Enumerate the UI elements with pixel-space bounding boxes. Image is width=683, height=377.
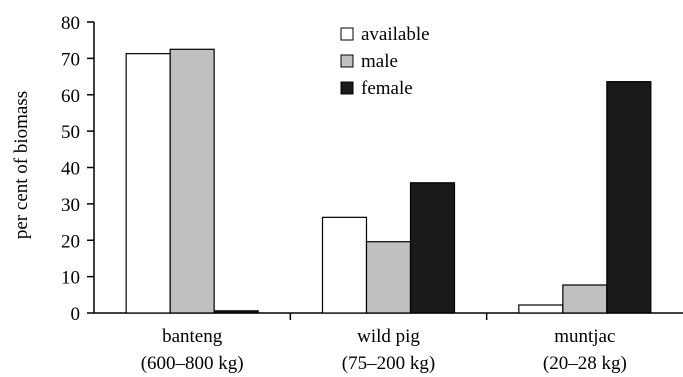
legend-swatch-available: [340, 27, 354, 41]
y-tick-label-10: 10: [61, 268, 80, 289]
x-sublabel-wild-pig: (75–200 kg): [342, 353, 435, 374]
bar-female-muntjac: [606, 81, 652, 314]
y-tick-label-20: 20: [61, 231, 80, 252]
bar-available-muntjac: [518, 304, 564, 314]
y-tick-label-30: 30: [61, 195, 80, 216]
bar-male-wild-pig: [365, 241, 412, 314]
bar-male-banteng: [169, 48, 215, 314]
y-tick-label-60: 60: [61, 86, 80, 107]
x-label-muntjac: muntjac: [554, 326, 615, 347]
bar-female-banteng: [213, 310, 259, 314]
y-tick-label-40: 40: [61, 159, 80, 180]
y-tick-label-80: 80: [61, 13, 80, 34]
x-label-wild-pig: wild pig: [357, 326, 420, 347]
bar-female-wild-pig: [409, 182, 456, 314]
bar-available-wild-pig: [321, 216, 368, 314]
y-tick-label-70: 70: [61, 49, 80, 70]
legend-label-male: male: [361, 51, 398, 72]
bar-available-banteng: [125, 53, 171, 314]
y-axis-title: per cent of biomass: [11, 91, 32, 239]
legend-label-female: female: [361, 78, 413, 99]
legend-swatch-male: [340, 54, 354, 68]
x-sublabel-banteng: (600–800 kg): [141, 353, 244, 374]
legend-swatch-female: [340, 81, 354, 95]
x-label-banteng: banteng: [162, 326, 223, 347]
x-sublabel-muntjac: (20–28 kg): [543, 353, 627, 374]
legend-label-available: available: [361, 24, 430, 45]
plot-area: 0 10 20 30 40 50 60 70 80 banteng (600–800 kg) wild…: [61, 13, 683, 374]
y-tick-label-0: 0: [71, 304, 81, 325]
bar-male-muntjac: [562, 284, 608, 314]
y-tick-label-50: 50: [61, 122, 80, 143]
